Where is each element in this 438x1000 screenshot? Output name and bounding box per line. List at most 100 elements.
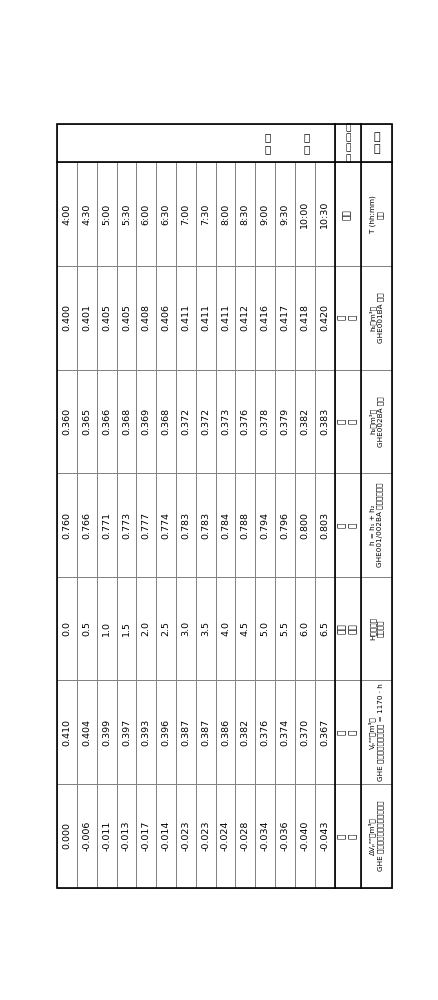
Bar — [215, 577, 236, 680]
Bar — [236, 266, 255, 370]
Bar — [315, 370, 335, 473]
Bar — [275, 473, 295, 577]
Bar — [136, 370, 156, 473]
Bar — [236, 473, 255, 577]
Bar — [136, 680, 156, 784]
Bar — [117, 784, 136, 888]
Text: 0.777: 0.777 — [142, 512, 151, 539]
Bar — [236, 162, 255, 266]
Bar — [335, 162, 361, 266]
Bar — [117, 473, 136, 577]
Bar — [315, 577, 335, 680]
Bar — [335, 784, 361, 888]
Text: -0.036: -0.036 — [280, 821, 290, 851]
Text: 0.387: 0.387 — [201, 719, 210, 746]
Bar — [255, 473, 275, 577]
Bar — [176, 370, 196, 473]
Text: 0.405: 0.405 — [102, 304, 111, 331]
Text: 测
量: 测 量 — [338, 419, 357, 424]
Bar — [77, 680, 97, 784]
Text: 0.397: 0.397 — [122, 719, 131, 746]
Text: 0.376: 0.376 — [261, 719, 270, 746]
Text: 0.783: 0.783 — [181, 511, 191, 539]
Text: -0.013: -0.013 — [122, 821, 131, 851]
Text: 5.0: 5.0 — [261, 621, 270, 636]
Text: 6:30: 6:30 — [162, 203, 170, 225]
Bar — [57, 577, 77, 680]
Text: 6.0: 6.0 — [300, 621, 309, 636]
Bar — [156, 370, 176, 473]
Text: 测
量: 测 量 — [338, 730, 357, 735]
Bar — [236, 577, 255, 680]
Text: 0.379: 0.379 — [280, 408, 290, 435]
Bar — [136, 784, 156, 888]
Bar — [315, 473, 335, 577]
Text: 0.784: 0.784 — [221, 512, 230, 539]
Bar — [176, 473, 196, 577]
Text: -0.024: -0.024 — [221, 821, 230, 851]
Bar — [255, 266, 275, 370]
Text: 0.408: 0.408 — [142, 304, 151, 331]
Bar — [156, 162, 176, 266]
Bar — [156, 680, 176, 784]
Text: 0.393: 0.393 — [142, 719, 151, 746]
Bar — [117, 680, 136, 784]
Text: h₁（m³）
GHE001BA 测量: h₁（m³） GHE001BA 测量 — [369, 292, 384, 343]
Bar — [315, 266, 335, 370]
Bar — [196, 162, 215, 266]
Text: 时间
间隔: 时间 间隔 — [338, 623, 357, 634]
Text: -0.006: -0.006 — [82, 821, 91, 851]
Text: -0.034: -0.034 — [261, 821, 270, 851]
Bar — [77, 266, 97, 370]
Text: 0.386: 0.386 — [221, 719, 230, 746]
Text: -0.017: -0.017 — [142, 821, 151, 851]
Text: T (hh:mm)
时间: T (hh:mm) 时间 — [369, 195, 383, 233]
Text: 0.383: 0.383 — [320, 408, 329, 435]
Text: Vₚᵉᵉ（m³）
GHE 测工作气体容积变化 = 1170 · h: Vₚᵉᵉ（m³） GHE 测工作气体容积变化 = 1170 · h — [369, 683, 384, 781]
Text: 0.771: 0.771 — [102, 512, 111, 539]
Text: 0.416: 0.416 — [261, 304, 270, 331]
Text: H（小时）
时间间隔: H（小时） 时间间隔 — [369, 617, 384, 640]
Bar — [97, 577, 117, 680]
Text: -0.014: -0.014 — [162, 821, 170, 851]
Text: 0.774: 0.774 — [162, 512, 170, 539]
Text: 0.796: 0.796 — [280, 512, 290, 539]
Bar — [176, 162, 196, 266]
Text: 0.783: 0.783 — [201, 511, 210, 539]
Bar — [255, 577, 275, 680]
Bar — [335, 473, 361, 577]
Text: 2.5: 2.5 — [162, 621, 170, 636]
Bar — [97, 680, 117, 784]
Text: 0.399: 0.399 — [102, 719, 111, 746]
Text: 记
录
时
间: 记 录 时 间 — [345, 123, 350, 163]
Bar — [57, 370, 77, 473]
Bar — [136, 473, 156, 577]
Bar — [275, 266, 295, 370]
Text: 变
化: 变 化 — [338, 833, 357, 839]
Bar — [196, 784, 215, 888]
Text: 5.5: 5.5 — [280, 621, 290, 636]
Text: 0.382: 0.382 — [241, 719, 250, 746]
Bar — [236, 370, 255, 473]
Bar — [315, 784, 335, 888]
Bar — [215, 370, 236, 473]
Bar — [361, 680, 392, 784]
Bar — [255, 162, 275, 266]
Bar — [117, 266, 136, 370]
Bar — [117, 370, 136, 473]
Text: -0.023: -0.023 — [181, 821, 191, 851]
Bar — [361, 370, 392, 473]
Text: 参
数: 参 数 — [373, 132, 380, 154]
Text: 4.0: 4.0 — [221, 621, 230, 636]
Bar — [97, 784, 117, 888]
Text: 0.406: 0.406 — [162, 304, 170, 331]
Text: ΔVₚᵉᵉ（m³）
GHE 测工作气体容积变化的变化: ΔVₚᵉᵉ（m³） GHE 测工作气体容积变化的变化 — [369, 801, 384, 871]
Bar — [156, 266, 176, 370]
Bar — [57, 680, 77, 784]
Text: 1.0: 1.0 — [102, 621, 111, 636]
Text: 0.374: 0.374 — [280, 719, 290, 746]
Text: 10:30: 10:30 — [320, 200, 329, 228]
Bar — [196, 577, 215, 680]
Text: 0.366: 0.366 — [102, 408, 111, 435]
Bar — [361, 473, 392, 577]
